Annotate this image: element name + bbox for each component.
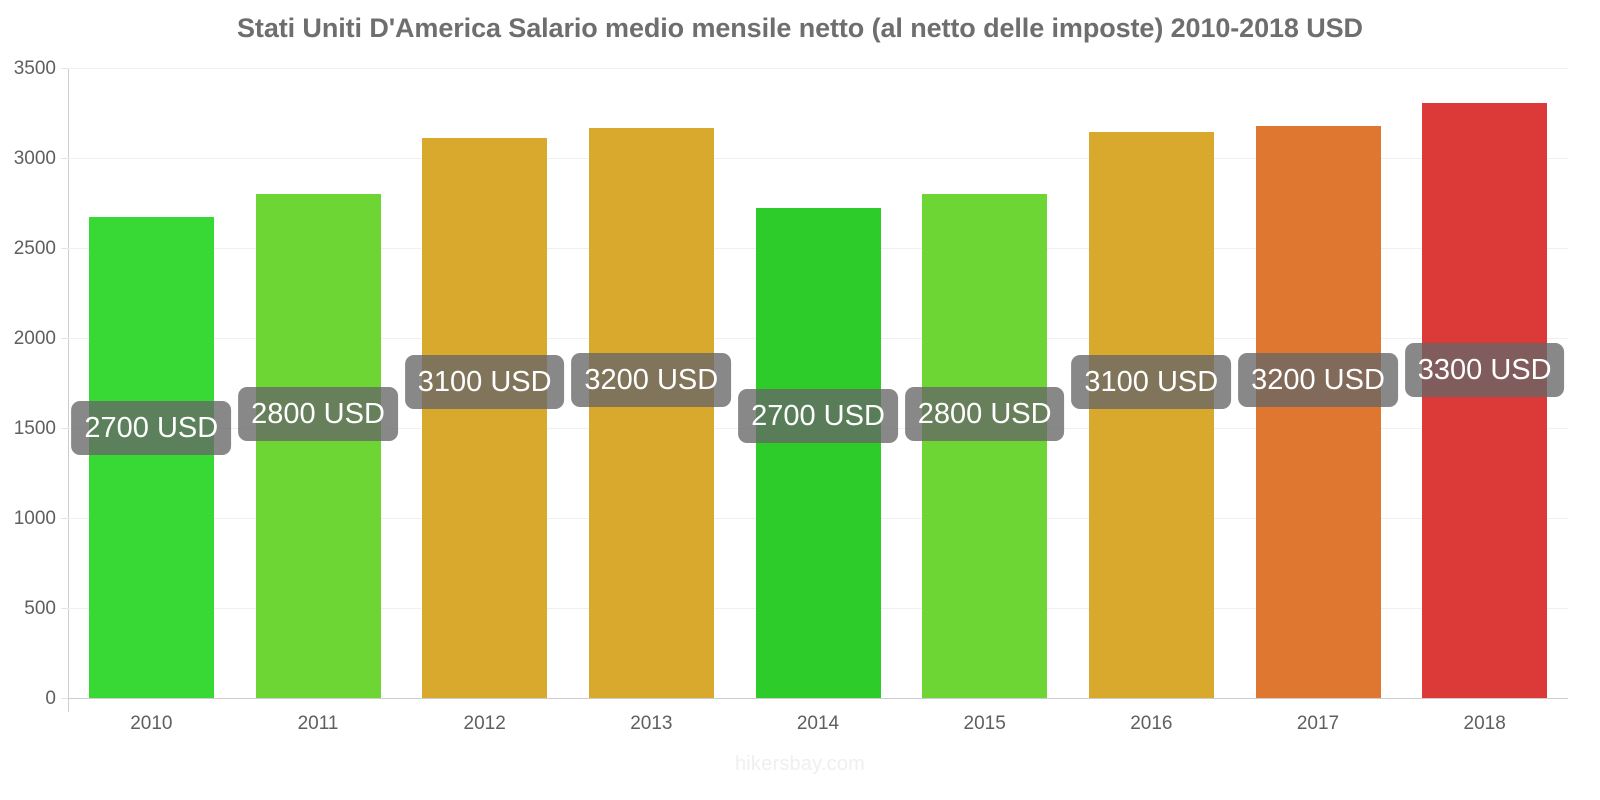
y-axis-tick-label: 1000	[13, 508, 56, 529]
bar[interactable]	[255, 194, 381, 698]
y-axis-tick-label: 0	[45, 688, 56, 709]
x-axis-tick-label: 2012	[463, 713, 506, 734]
bar[interactable]	[422, 138, 548, 698]
bar-value-label: 3200 USD	[571, 353, 732, 407]
x-axis-tick-label: 2014	[796, 713, 840, 734]
y-axis-tick-mark	[61, 608, 69, 609]
bar-value-label: 2800 USD	[904, 387, 1065, 441]
y-axis-tick-mark	[61, 518, 69, 519]
y-axis-line	[68, 68, 69, 699]
y-axis-tick-mark	[61, 248, 69, 249]
y-axis-tick-label: 2500	[13, 238, 56, 259]
bar[interactable]	[1255, 125, 1381, 698]
bar[interactable]	[588, 128, 714, 698]
y-axis-tick-mark	[61, 338, 69, 339]
x-axis-tick-label: 2018	[1463, 713, 1506, 734]
gridline	[68, 158, 1568, 159]
plot-area	[68, 68, 1568, 699]
y-axis-tick-label: 2000	[13, 328, 56, 349]
bar-value-label: 2800 USD	[238, 387, 398, 441]
bar[interactable]	[755, 208, 881, 698]
bar[interactable]	[922, 194, 1048, 698]
x-axis-tick-label: 2011	[297, 713, 339, 734]
y-axis-tick-label: 3000	[13, 148, 56, 169]
bar-value-label: 3200 USD	[1238, 353, 1398, 407]
bar[interactable]	[88, 216, 214, 698]
chart-title: Stati Uniti D'America Salario medio mens…	[237, 13, 1363, 43]
bar-value-label: 2700 USD	[71, 401, 232, 455]
bar-value-label: 3100 USD	[404, 355, 565, 409]
bar-value-label: 3300 USD	[1404, 343, 1565, 397]
bar[interactable]	[1422, 103, 1548, 698]
y-axis-tick-label: 1500	[13, 418, 56, 439]
y-axis-tick-mark	[61, 698, 69, 699]
x-axis-tick-label: 2013	[630, 713, 673, 734]
footer-credit: hikersbay.com	[734, 753, 866, 775]
gridline	[68, 698, 1568, 699]
y-axis-tick-mark	[61, 68, 69, 69]
y-axis-tick-mark	[61, 428, 69, 429]
x-axis-tick-label: 2010	[130, 713, 173, 734]
x-axis-tick-label: 2017	[1296, 713, 1340, 734]
x-axis-tick-label: 2015	[963, 713, 1006, 734]
gridline	[68, 68, 1568, 69]
y-axis-tick-label: 3500	[13, 58, 56, 79]
bar-value-label: 2700 USD	[738, 389, 898, 443]
y-axis-tick-label: 500	[24, 598, 56, 619]
x-axis-tick-label: 2016	[1130, 713, 1173, 734]
x-axis-origin-tick	[68, 699, 69, 712]
bar-value-label: 3100 USD	[1071, 355, 1232, 409]
bar[interactable]	[1088, 131, 1214, 698]
y-axis-tick-mark	[61, 158, 69, 159]
